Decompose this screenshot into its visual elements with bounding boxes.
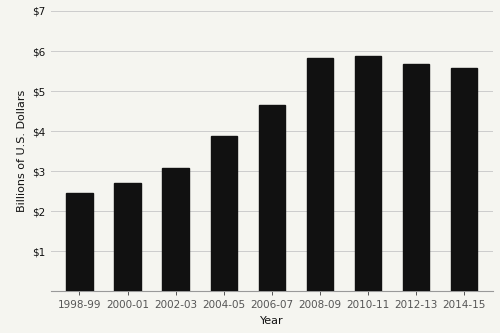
Bar (66, 193, 92, 291)
Bar (162, 168, 189, 291)
Bar (403, 64, 429, 291)
Bar (306, 58, 333, 291)
Bar (451, 68, 477, 291)
Bar (210, 137, 237, 291)
Bar (355, 56, 381, 291)
X-axis label: Year: Year (260, 316, 283, 326)
Bar (114, 183, 141, 291)
Y-axis label: Billions of U.S. Dollars: Billions of U.S. Dollars (17, 90, 27, 212)
Bar (258, 105, 285, 291)
